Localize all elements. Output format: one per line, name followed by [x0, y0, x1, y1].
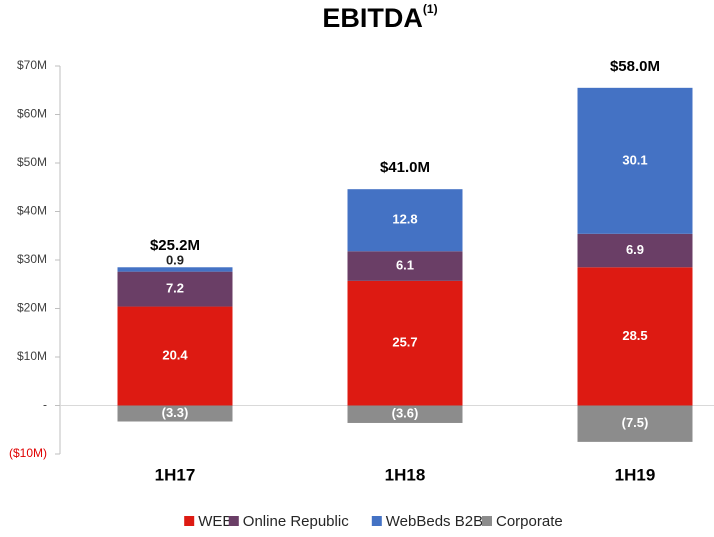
- legend-swatch: [482, 516, 492, 526]
- y-tick-label: $50M: [17, 155, 47, 169]
- x-tick-label: 1H18: [385, 465, 426, 484]
- value-label: 25.7: [392, 335, 417, 350]
- value-label: 12.8: [392, 212, 417, 227]
- value-label: 7.2: [166, 281, 184, 296]
- value-label: 20.4: [162, 347, 188, 362]
- legend-label: Online Republic: [243, 513, 349, 530]
- value-label: 6.9: [626, 242, 644, 257]
- bar-segment: [577, 87, 693, 234]
- chart-title: EBITDA(1): [322, 2, 437, 33]
- y-tick-label: $10M: [17, 349, 47, 363]
- total-label: $41.0M: [380, 159, 430, 176]
- y-tick-label: $30M: [17, 252, 47, 266]
- x-tick-label: 1H19: [615, 465, 656, 484]
- value-label: (3.3): [162, 405, 189, 420]
- value-label: 30.1: [622, 152, 647, 167]
- legend-label: WebBeds B2B: [386, 513, 483, 530]
- legend-swatch: [184, 516, 195, 526]
- bar-segment: [117, 306, 233, 406]
- value-label: 6.1: [396, 258, 414, 273]
- value-label: (7.5): [622, 415, 649, 430]
- x-tick-label: 1H17: [155, 465, 196, 484]
- bar-segment: [577, 267, 693, 406]
- y-tick-label: $20M: [17, 301, 47, 315]
- title-note: (1): [423, 2, 438, 16]
- legend-swatch: [228, 516, 239, 526]
- legend-label: WEB: [198, 513, 232, 530]
- value-label: 0.9: [166, 253, 184, 268]
- y-tick-label: ($10M): [9, 446, 47, 460]
- value-label: (3.6): [392, 406, 419, 421]
- legend-swatch: [371, 516, 382, 526]
- total-label: $25.2M: [150, 237, 200, 254]
- bar-segment: [347, 189, 463, 252]
- bar-segment: [117, 405, 233, 422]
- total-label: $58.0M: [610, 58, 660, 75]
- y-tick-label: $70M: [17, 58, 47, 72]
- legend-label: Corporate: [496, 513, 563, 530]
- bar-segment: [347, 405, 463, 423]
- y-tick-label: -: [43, 398, 47, 412]
- title-text: EBITDA: [322, 3, 423, 33]
- bar-segment: [347, 251, 463, 281]
- bar-segment: [577, 405, 693, 442]
- value-label: 28.5: [622, 328, 647, 343]
- y-tick-label: $40M: [17, 204, 47, 218]
- bar-segment: [117, 267, 233, 272]
- y-tick-label: $60M: [17, 107, 47, 121]
- bar-segment: [347, 280, 463, 406]
- bar-segment: [117, 271, 233, 307]
- bar-segment: [577, 233, 693, 268]
